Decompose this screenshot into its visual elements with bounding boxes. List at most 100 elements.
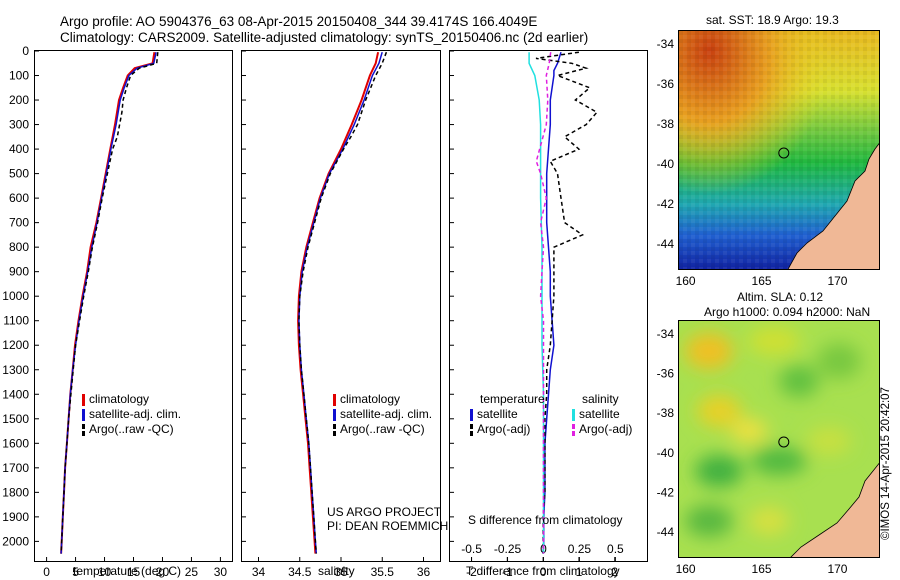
x-top-tick-label: 0.25 xyxy=(568,542,592,556)
sst-map-canvas xyxy=(679,31,879,269)
sst-map xyxy=(678,30,880,270)
sla-map-canvas xyxy=(679,321,879,557)
legend-s-satellite: satellite xyxy=(579,407,620,421)
map-lon-label: 160 xyxy=(676,274,696,288)
t-diff-axis-label: T difference from climatology xyxy=(466,564,620,578)
climatology-swatch xyxy=(333,393,336,406)
legend-climatology: climatology xyxy=(340,392,401,406)
temperature-legend: climatology satellite-adj. clim. Argo(..… xyxy=(82,392,181,437)
series-line-salinity-satellite xyxy=(528,52,545,554)
y-tick-label: 0 xyxy=(22,44,29,58)
pi-label: PI: DEAN ROEMMICH xyxy=(327,519,449,533)
title-line-1: Argo profile: AO 5904376_63 08-Apr-2015 … xyxy=(60,14,538,29)
map-lon-label: 170 xyxy=(827,274,847,288)
legend-climatology: climatology xyxy=(89,392,150,406)
temperature-axis-label: temperature (deg C) xyxy=(73,564,182,578)
x-tick-label: 34 xyxy=(252,565,266,579)
map-lat-label: -42 xyxy=(657,486,675,500)
salinity-axis-label: salinity xyxy=(318,564,355,578)
x-tick-label: 2 xyxy=(611,565,618,579)
legend-t-argo: Argo(-adj) xyxy=(477,422,531,436)
series-line-climatology xyxy=(297,51,380,554)
s-satellite-swatch xyxy=(572,408,575,421)
map-lon-label: 160 xyxy=(676,562,696,576)
series-line-temperature-argo-adj- xyxy=(535,51,599,554)
x-tick-label: 0 xyxy=(43,565,50,579)
map-lat-label: -34 xyxy=(657,37,675,51)
s-argo-swatch xyxy=(572,423,575,436)
temperature-panel xyxy=(34,50,233,562)
y-tick-label: 200 xyxy=(9,93,29,107)
y-tick-label: 600 xyxy=(9,191,29,205)
x-tick-label: 20 xyxy=(156,565,170,579)
sla-map-subtitle: Argo h1000: 0.094 h2000: NaN xyxy=(704,305,871,319)
y-tick-label: 1900 xyxy=(2,510,29,524)
argo-position-marker xyxy=(778,436,790,448)
y-tick-label: 1000 xyxy=(2,289,29,303)
y-tick-label: 1800 xyxy=(2,485,29,499)
map-lat-label: -44 xyxy=(657,237,675,251)
x-top-tick-label: -0.5 xyxy=(461,542,482,556)
y-tick-label: 1400 xyxy=(2,387,29,401)
legend-argo: Argo(..raw -QC) xyxy=(340,422,425,436)
satellite-swatch xyxy=(82,408,85,421)
legend-s-argo: Argo(-adj) xyxy=(579,422,633,436)
satellite-swatch xyxy=(333,408,336,421)
legend-satellite: satellite-adj. clim. xyxy=(89,407,182,421)
t-argo-swatch xyxy=(470,423,473,436)
sla-map xyxy=(678,320,880,558)
legend-satellite: satellite-adj. clim. xyxy=(340,407,433,421)
y-tick-label: 1500 xyxy=(2,412,29,426)
y-tick-label: 100 xyxy=(9,69,29,83)
map-lat-label: -36 xyxy=(657,367,675,381)
map-lat-label: -34 xyxy=(657,327,675,341)
new-zealand-land xyxy=(790,462,879,557)
title-line-2: Climatology: CARS2009. Satellite-adjuste… xyxy=(60,30,589,45)
y-tick-label: 700 xyxy=(9,216,29,230)
x-tick-label: 10 xyxy=(98,565,112,579)
map-lon-label: 165 xyxy=(752,562,772,576)
x-tick-label: -2 xyxy=(466,565,477,579)
salinity-legend: climatology satellite-adj. clim. Argo(..… xyxy=(333,392,432,437)
series-line-argo-raw-qc- xyxy=(298,51,388,554)
project-label: US ARGO PROJECT xyxy=(327,505,442,519)
y-tick-label: 1200 xyxy=(2,338,29,352)
y-tick-label: 1700 xyxy=(2,461,29,475)
argo-swatch xyxy=(82,423,85,436)
y-tick-label: 400 xyxy=(9,142,29,156)
legend-heading-temperature: temperature xyxy=(480,392,545,406)
map-lon-label: 170 xyxy=(827,562,847,576)
difference-panel xyxy=(449,50,648,562)
y-tick-label: 2000 xyxy=(2,534,29,548)
x-top-tick-label: -0.25 xyxy=(494,542,522,556)
x-tick-label: 36 xyxy=(417,565,431,579)
map-lat-label: -40 xyxy=(657,446,675,460)
new-zealand-land xyxy=(787,143,879,269)
legend-heading-salinity: salinity xyxy=(582,392,619,406)
map-lat-label: -36 xyxy=(657,77,675,91)
y-tick-label: 1600 xyxy=(2,436,29,450)
x-tick-label: 15 xyxy=(127,565,141,579)
y-tick-label: 300 xyxy=(9,118,29,132)
x-tick-label: 30 xyxy=(214,565,228,579)
series-line-temperature-satellite xyxy=(542,51,562,554)
map-lat-label: -40 xyxy=(657,157,675,171)
legend-t-satellite: satellite xyxy=(477,407,518,421)
x-tick-label: 35 xyxy=(334,565,348,579)
x-tick-label: 1 xyxy=(576,565,583,579)
sla-map-title: Altim. SLA: 0.12 xyxy=(737,290,824,304)
x-tick-label: 5 xyxy=(72,565,79,579)
x-tick-label: -1 xyxy=(502,565,513,579)
difference-legend-salinity: salinity satellite Argo(-adj) xyxy=(572,392,632,437)
series-line-salinity-argo-adj- xyxy=(535,52,552,554)
map-lat-label: -38 xyxy=(657,406,675,420)
map-lat-label: -42 xyxy=(657,197,675,211)
series-line-argo-raw-qc- xyxy=(60,52,159,554)
t-satellite-swatch xyxy=(470,408,473,421)
y-tick-label: 1300 xyxy=(2,363,29,377)
y-tick-label: 800 xyxy=(9,240,29,254)
s-diff-axis-label: S difference from climatology xyxy=(468,513,623,527)
x-tick-label: 34.5 xyxy=(288,565,312,579)
